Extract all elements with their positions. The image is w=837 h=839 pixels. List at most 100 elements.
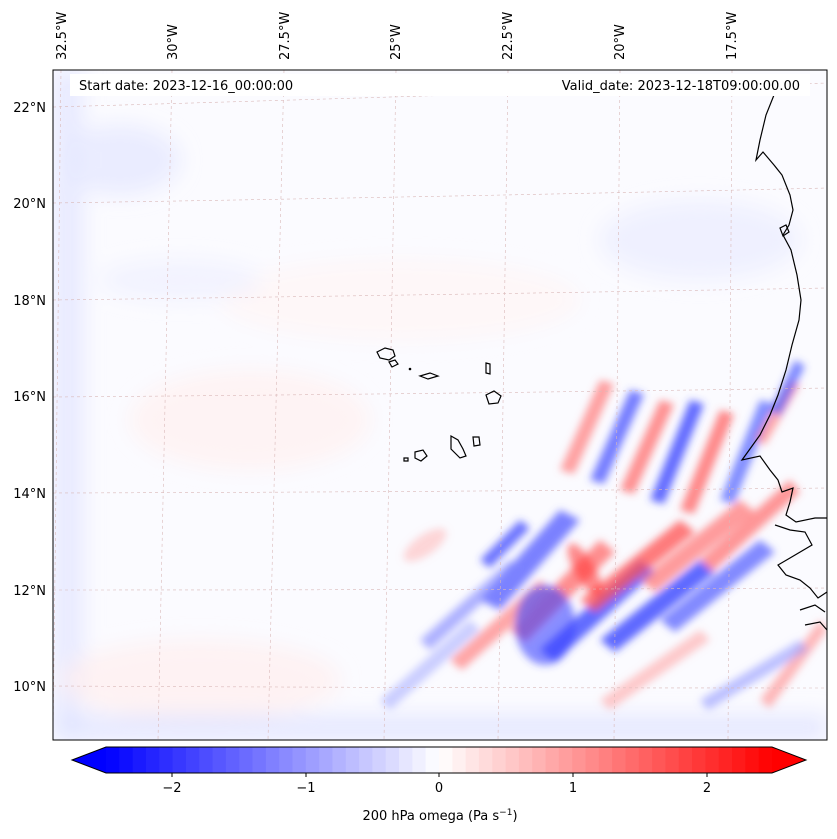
- colorbar-cell: [678, 747, 693, 773]
- colorbar-cell: [399, 747, 413, 773]
- latitude-labels: 22°N 20°N 18°N 16°N 14°N 12°N 10°N: [13, 101, 46, 695]
- colorbar-cell: [372, 747, 387, 773]
- colorbar-cell: [185, 747, 200, 773]
- omega-field: [53, 70, 827, 740]
- colorbar-cell: [465, 747, 480, 773]
- lon-label: 17.5°W: [725, 12, 740, 60]
- valid-date-label: Valid_date: 2023-12-18T09:00:00.00: [562, 79, 800, 94]
- colorbar-cell: [239, 747, 254, 773]
- colorbar-cell: [252, 747, 267, 773]
- colorbar-cell: [292, 747, 307, 773]
- colorbar-cell: [758, 747, 773, 773]
- colorbar-cell: [638, 747, 653, 773]
- colorbar-cell: [265, 747, 280, 773]
- colorbar-cell: [665, 747, 680, 773]
- colorbar-cell: [199, 747, 214, 773]
- colorbar-cell: [439, 747, 453, 773]
- coastal-island-north: [779, 224, 790, 237]
- sao-vicente-island: [388, 359, 399, 368]
- colorbar-ticks: [171, 773, 708, 777]
- omega-background-shading: [53, 70, 827, 740]
- colorbar-cell: [572, 747, 587, 773]
- colorbar-outline: [70, 746, 808, 774]
- lat-label: 14°N: [13, 487, 46, 502]
- africa-coastline: [740, 79, 828, 631]
- colorbar-cell: [585, 747, 600, 773]
- coastlines: [376, 79, 828, 631]
- map-panel: Start date: 2023-12-16_00:00:00 Valid_da…: [52, 69, 828, 741]
- sao-nicolau-island: [418, 372, 440, 380]
- colorbar-cell: [612, 747, 627, 773]
- colorbar-cell: [652, 747, 667, 773]
- colorbar-cell: [225, 747, 240, 773]
- colorbar-cell: [359, 747, 373, 773]
- colorbar-extend-max: [772, 747, 806, 773]
- sal-island: [485, 362, 491, 375]
- omega-active-bands: [380, 360, 827, 710]
- colorbar-tick-label: 1: [569, 781, 577, 796]
- lat-label: 10°N: [13, 680, 46, 695]
- date-annotation-band: [70, 74, 810, 96]
- colorbar-cell: [598, 747, 613, 773]
- colorbar-cell: [319, 747, 334, 773]
- santiago-island: [450, 434, 467, 459]
- colorbar-cell: [452, 747, 467, 773]
- colorbar-cell: [345, 747, 360, 773]
- lon-label: 27.5°W: [278, 12, 293, 60]
- colorbar-cell: [532, 747, 547, 773]
- colorbar-cell: [625, 747, 640, 773]
- lat-label: 16°N: [13, 390, 46, 405]
- colorbar-cell: [385, 747, 400, 773]
- colorbar-title-main: 200 hPa omega (Pa s: [362, 809, 499, 824]
- colorbar-cell: [518, 747, 533, 773]
- colorbar-cells: [72, 747, 806, 773]
- colorbar-extend-min: [72, 747, 106, 773]
- colorbar: −2 −1 0 1 2 200 hPa omega (Pa s−1): [70, 746, 808, 824]
- lat-label: 22°N: [13, 101, 46, 116]
- colorbar-cell: [106, 747, 120, 773]
- colorbar-cell: [718, 747, 733, 773]
- colorbar-cell: [145, 747, 160, 773]
- lon-label: 30°W: [166, 24, 181, 60]
- lon-label: 22.5°W: [501, 12, 516, 60]
- colorbar-cell: [505, 747, 520, 773]
- brava-island: [403, 457, 409, 462]
- fogo-island: [414, 449, 428, 462]
- colorbar-tick-label: −2: [162, 781, 181, 796]
- colorbar-cell: [119, 747, 134, 773]
- colorbar-cell: [305, 747, 320, 773]
- lon-label: 20°W: [613, 24, 628, 60]
- colorbar-cell: [558, 747, 573, 773]
- lat-label: 20°N: [13, 197, 46, 212]
- colorbar-cell: [212, 747, 227, 773]
- santa-luzia-island: [408, 367, 412, 371]
- lat-label: 18°N: [13, 294, 46, 309]
- colorbar-title-close: ): [512, 809, 517, 824]
- boa-vista-island: [485, 390, 502, 405]
- colorbar-cell: [745, 747, 760, 773]
- colorbar-cell: [279, 747, 294, 773]
- lat-label: 12°N: [13, 584, 46, 599]
- colorbar-cell: [692, 747, 706, 773]
- colorbar-cell: [478, 747, 493, 773]
- maio-island: [472, 436, 481, 447]
- colorbar-title-exponent: −1: [499, 808, 512, 818]
- colorbar-title: 200 hPa omega (Pa s−1): [362, 808, 517, 824]
- lon-label: 32.5°W: [55, 12, 70, 60]
- colorbar-tick-label: 2: [703, 781, 711, 796]
- colorbar-cell: [332, 747, 347, 773]
- colorbar-cell: [412, 747, 427, 773]
- colorbar-tick-label: −1: [296, 781, 315, 796]
- colorbar-cell: [545, 747, 560, 773]
- colorbar-cell: [159, 747, 174, 773]
- colorbar-cell: [132, 747, 147, 773]
- colorbar-cell: [492, 747, 507, 773]
- colorbar-tick-label: 0: [435, 781, 443, 796]
- colorbar-cell: [172, 747, 187, 773]
- start-date-label: Start date: 2023-12-16_00:00:00: [79, 79, 293, 94]
- colorbar-cell: [732, 747, 746, 773]
- santo-antao-island: [376, 347, 396, 361]
- lon-label: 25°W: [389, 24, 404, 60]
- colorbar-cell: [425, 747, 440, 773]
